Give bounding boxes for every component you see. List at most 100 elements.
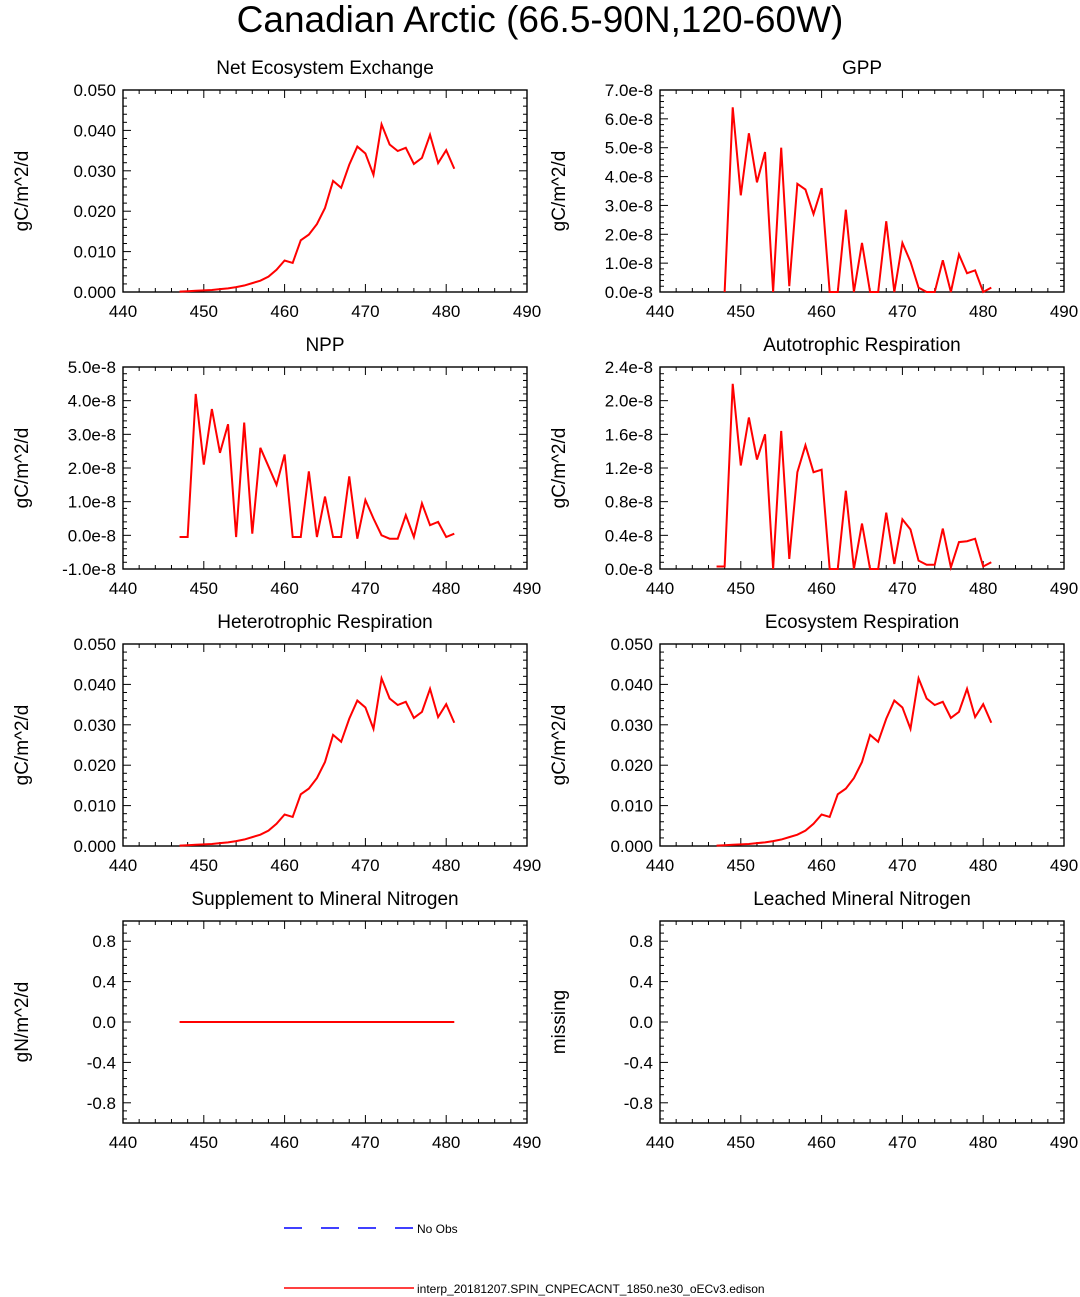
y-tick-label: -0.4: [87, 1053, 116, 1072]
x-tick-label: 470: [888, 302, 916, 321]
y-tick-label: 0.050: [610, 635, 653, 654]
x-tick-label: 490: [513, 579, 541, 598]
x-tick-label: 470: [888, 579, 916, 598]
x-tick-label: 470: [888, 856, 916, 875]
legend-label: interp_20181207.SPIN_CNPECACNT_1850.ne30…: [417, 1282, 765, 1296]
y-tick-label: 0.010: [73, 243, 116, 262]
x-tick-label: 440: [646, 579, 674, 598]
x-tick-label: 470: [351, 302, 379, 321]
panel-ecosystem-respiration: 440 450 460 470 480 490 0.000 0.010 0.020 0.030 0.…: [549, 612, 1078, 875]
y-tick-label: 0.8: [629, 932, 653, 951]
panel-title: Autotrophic Respiration: [763, 335, 961, 356]
panel-supplement-to-mineral-nitrogen: 440 450 460 470 480 490 -0.8 -0.4 0.0 0.4 0.8 Suppl…: [12, 889, 541, 1152]
panel-title: NPP: [305, 335, 344, 356]
x-tick-label: 450: [727, 302, 755, 321]
y-tick-label: 2.4e-8: [605, 358, 653, 377]
y-tick-label: 0.4: [629, 973, 653, 992]
y-tick-label: 0.000: [73, 283, 116, 302]
y-tick-label: 0.020: [610, 756, 653, 775]
x-tick-label: 450: [727, 856, 755, 875]
x-tick-label: 480: [432, 1133, 460, 1152]
y-axis-label: gC/m^2/d: [12, 151, 33, 232]
y-tick-label: 1.0e-8: [605, 254, 653, 273]
figure-title: Canadian Arctic (66.5-90N,120-60W): [236, 0, 844, 40]
y-tick-label: 0.8e-8: [605, 493, 653, 512]
y-axis-label: gC/m^2/d: [12, 428, 33, 509]
x-tick-label: 490: [1050, 1133, 1078, 1152]
x-tick-label: 490: [1050, 856, 1078, 875]
plot-frame: [659, 643, 1065, 847]
y-tick-label: 0.0: [629, 1013, 653, 1032]
y-tick-label: 5.0e-8: [605, 139, 653, 158]
plot-frame: [122, 366, 528, 570]
x-tick-label: 490: [1050, 302, 1078, 321]
x-tick-label: 460: [807, 856, 835, 875]
y-tick-label: 5.0e-8: [68, 358, 116, 377]
y-tick-label: 0.030: [610, 716, 653, 735]
x-tick-label: 450: [190, 1133, 218, 1152]
y-tick-label: 0.030: [73, 716, 116, 735]
series-line: [716, 674, 993, 847]
x-tick-label: 480: [432, 856, 460, 875]
x-tick-label: 490: [513, 302, 541, 321]
y-tick-label: 0.4: [92, 973, 116, 992]
y-tick-label: 0.000: [610, 837, 653, 856]
y-tick-label: 7.0e-8: [605, 81, 653, 100]
x-tick-label: 440: [646, 1133, 674, 1152]
panel-net-ecosystem-exchange: 440 450 460 470 480 490 0.000 0.010 0.020 0.030 0.…: [12, 58, 541, 321]
panel-title: Ecosystem Respiration: [765, 612, 959, 633]
series-line: [723, 107, 992, 294]
panel-title: Supplement to Mineral Nitrogen: [191, 889, 458, 910]
y-tick-label: 0.0e-8: [68, 526, 116, 545]
panel-autotrophic-respiration: 440 450 460 470 480 490 0.0e-8 0.4e-8 0.8e-8 1.2e…: [549, 335, 1078, 598]
panel-title: Heterotrophic Respiration: [217, 612, 432, 633]
x-tick-label: 480: [969, 1133, 997, 1152]
y-tick-label: 0.020: [73, 202, 116, 221]
y-tick-label: 3.0e-8: [605, 196, 653, 215]
y-tick-label: 0.030: [73, 162, 116, 181]
x-tick-label: 460: [807, 302, 835, 321]
x-tick-label: 470: [351, 1133, 379, 1152]
y-tick-label: 4.0e-8: [605, 168, 653, 187]
x-tick-label: 460: [270, 1133, 298, 1152]
x-tick-label: 460: [270, 856, 298, 875]
y-tick-label: -1.0e-8: [62, 560, 116, 579]
plot-frame: [659, 89, 1065, 293]
y-tick-label: 2.0e-8: [68, 459, 116, 478]
panel-gpp: 440 450 460 470 480 490 0.0e-8 1.0e-8 2.0e-8 3.0e…: [549, 58, 1078, 321]
y-axis-label: missing: [549, 990, 570, 1054]
y-tick-label: 0.0e-8: [605, 283, 653, 302]
x-tick-label: 460: [270, 302, 298, 321]
y-tick-label: -0.8: [87, 1094, 116, 1113]
y-axis-label: gC/m^2/d: [549, 705, 570, 786]
y-tick-label: 0.050: [73, 81, 116, 100]
y-axis-label: gN/m^2/d: [12, 982, 33, 1063]
x-tick-label: 450: [190, 302, 218, 321]
x-tick-label: 480: [432, 579, 460, 598]
x-tick-label: 480: [969, 302, 997, 321]
series-line: [179, 393, 455, 541]
series-line: [179, 120, 456, 293]
x-tick-label: 490: [513, 1133, 541, 1152]
x-tick-label: 450: [190, 856, 218, 875]
x-tick-label: 470: [888, 1133, 916, 1152]
x-tick-label: 460: [807, 579, 835, 598]
panel-title: GPP: [842, 58, 882, 79]
y-tick-label: 0.4e-8: [605, 526, 653, 545]
x-tick-label: 440: [109, 856, 137, 875]
x-tick-label: 490: [1050, 579, 1078, 598]
y-tick-label: 0.8: [92, 932, 116, 951]
y-tick-label: 0.020: [73, 756, 116, 775]
y-tick-label: 0.040: [73, 121, 116, 140]
x-tick-label: 450: [727, 579, 755, 598]
y-tick-label: 0.050: [73, 635, 116, 654]
plot-frame: [122, 89, 528, 293]
x-tick-label: 440: [109, 302, 137, 321]
y-tick-label: 1.0e-8: [68, 493, 116, 512]
y-tick-label: -0.4: [624, 1053, 653, 1072]
y-axis-label: gC/m^2/d: [549, 151, 570, 232]
plot-frame: [659, 366, 1065, 570]
y-tick-label: 0.040: [610, 675, 653, 694]
series-line: [716, 383, 992, 572]
